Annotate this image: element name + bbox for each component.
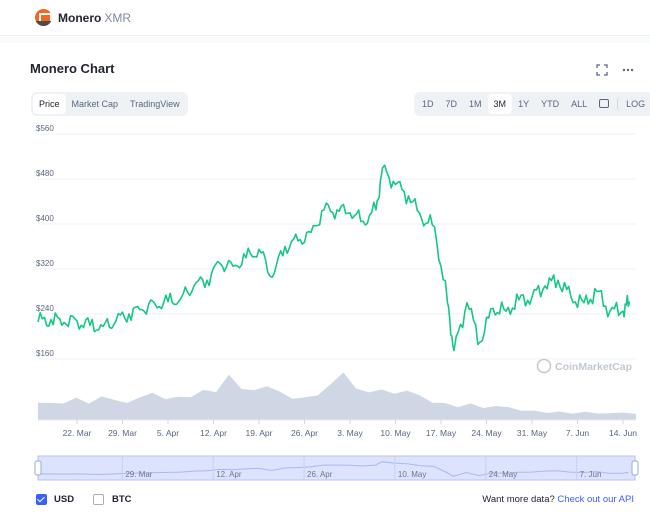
navigator-tick-label: 29. Mar	[125, 470, 152, 479]
navigator-line	[37, 461, 629, 477]
navigator: 29. Mar 12. Apr 26. Apr 10. May 24. May 7. Ju…	[34, 455, 639, 481]
more-options-icon[interactable]	[620, 64, 636, 78]
chart-grid	[38, 133, 636, 360]
usd-checkbox[interactable]	[36, 494, 47, 505]
navigator-tick-label: 12. Apr	[216, 470, 242, 479]
top-bar: Monero XMR	[0, 0, 650, 36]
btc-label: BTC	[112, 494, 132, 505]
x-tick-label: 17. May	[426, 428, 457, 438]
fullscreen-icon[interactable]	[594, 64, 610, 78]
chart-title: Monero Chart	[30, 61, 115, 76]
coin-symbol: XMR	[104, 10, 132, 25]
x-tick-label: 19. Apr	[246, 428, 273, 438]
x-tick-label: 12. Apr	[200, 428, 227, 438]
navigator-tick-label: 7. Jun	[580, 470, 602, 479]
price-series-line	[37, 164, 631, 352]
navigator-tick-label: 24. May	[489, 470, 517, 479]
y-tick-label: $320	[36, 259, 54, 268]
x-tick-label: 14. Jun	[609, 428, 637, 438]
divider-band	[0, 37, 650, 43]
x-tick-label: 7. Jun	[566, 428, 589, 438]
x-tick-label: 31. May	[517, 428, 548, 438]
range-1m[interactable]: 1M	[469, 99, 482, 109]
range-1d[interactable]: 1D	[422, 99, 434, 109]
price-line	[37, 164, 631, 352]
chart-footer: USD BTC Want more data? Check out our AP…	[0, 492, 650, 508]
tab-tradingview[interactable]: TradingView	[130, 99, 180, 109]
y-axis-labels: $560 $480 $400 $320 $240 $160	[36, 124, 54, 358]
view-tab-group: Price Market Cap TradingView	[31, 92, 188, 116]
x-tick-label: 24. May	[471, 428, 502, 438]
y-tick-label: $400	[36, 214, 54, 223]
coinmarketcap-watermark-icon	[536, 358, 552, 374]
log-toggle[interactable]: LOG	[617, 97, 650, 111]
range-ytd[interactable]: YTD	[541, 99, 560, 109]
range-1y[interactable]: 1Y	[518, 99, 530, 109]
price-chart[interactable]: $560 $480 $400 $320 $240 $160 CoinMarketCap 2…	[0, 0, 650, 490]
monero-logo-icon	[35, 9, 52, 26]
x-tick-label: 26. Apr	[291, 428, 318, 438]
x-tick-label: 3. May	[337, 428, 363, 438]
calendar-icon	[599, 99, 610, 108]
usd-label: USD	[54, 494, 75, 505]
range-7d[interactable]: 7D	[445, 99, 458, 109]
calendar-button[interactable]	[593, 94, 615, 114]
x-tick-label: 22. Mar	[63, 428, 92, 438]
volume-area-shape	[38, 372, 636, 420]
range-all[interactable]: ALL	[571, 99, 588, 109]
x-axis-labels: 22. Mar 29. Mar 5. Apr 12. Apr 19. Apr 26. Ap…	[63, 420, 637, 438]
navigator-handle-left[interactable]	[34, 460, 42, 476]
navigator-tick-label: 10. May	[398, 470, 426, 479]
y-tick-label: $240	[36, 304, 54, 313]
navigator-tick-label: 26. Apr	[307, 470, 333, 479]
volume-area	[38, 372, 636, 420]
range-tab-group: 1D 7D 1M 3M 1Y YTD ALL LOG	[414, 92, 650, 116]
coin-name: Monero	[58, 10, 102, 25]
range-3m[interactable]: 3M	[487, 94, 513, 114]
btc-checkbox[interactable]	[93, 494, 104, 505]
navigator-range	[37, 455, 636, 481]
x-tick-label: 10. May	[380, 428, 411, 438]
x-tick-label: 29. Mar	[108, 428, 137, 438]
x-tick-label: 5. Apr	[157, 428, 179, 438]
y-tick-label: $160	[36, 349, 54, 358]
tab-market-cap[interactable]: Market Cap	[71, 99, 119, 109]
y-tick-label: $480	[36, 169, 54, 178]
tab-price[interactable]: Price	[33, 94, 66, 114]
watermark: CoinMarketCap	[536, 358, 632, 374]
watermark-text: CoinMarketCap	[555, 361, 632, 373]
navigator-handle-right[interactable]	[631, 460, 639, 476]
y-tick-label: $560	[36, 124, 54, 133]
more-data-text: Want more data?	[482, 494, 555, 505]
more-data-prompt: Want more data? Check out our API	[482, 494, 634, 505]
api-link[interactable]: Check out our API	[557, 494, 634, 505]
